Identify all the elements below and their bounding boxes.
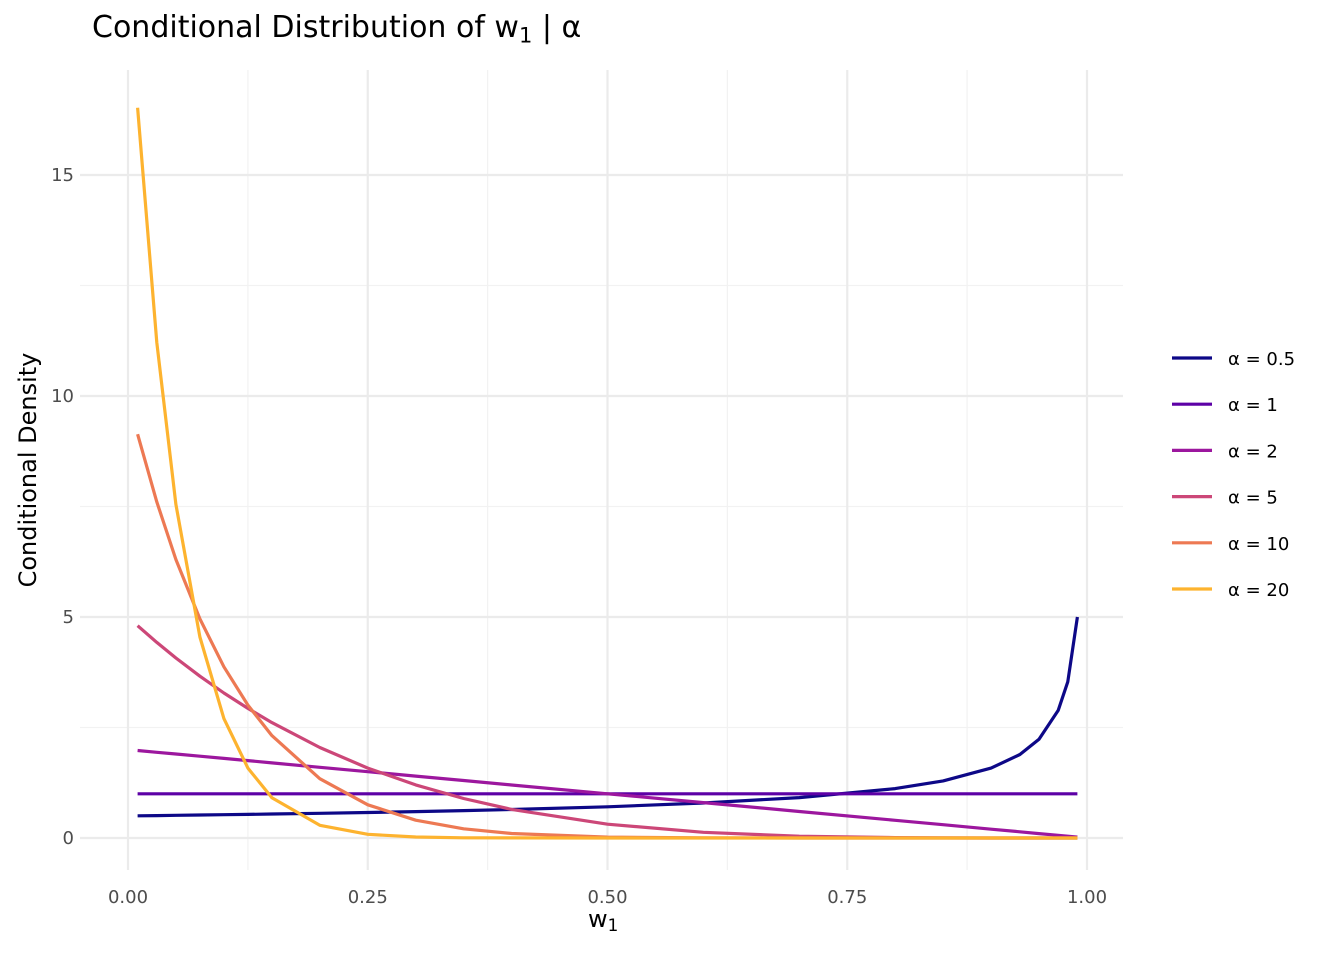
- legend-label: α = 10: [1228, 534, 1289, 555]
- x-tick-label: 0.50: [587, 887, 627, 908]
- x-tick-label: 0.75: [827, 887, 867, 908]
- legend-label: α = 0.5: [1228, 349, 1295, 370]
- series-line-5: [136, 107, 1078, 840]
- legend-label: α = 20: [1228, 580, 1289, 601]
- x-tick-label: 1.00: [1067, 887, 1107, 908]
- series-lines: [136, 107, 1079, 840]
- legend: α = 0.5 α = 1 α = 2 α = 5 α = 10 α = 20: [1172, 349, 1295, 601]
- y-tick-label: 15: [51, 165, 74, 186]
- series-line-2: [137, 748, 1078, 839]
- legend-label: α = 5: [1228, 488, 1278, 509]
- legend-label: α = 1: [1228, 395, 1278, 416]
- axis-ticks: 0.00 0.25 0.50 0.75 1.00 0 5 10 15: [51, 165, 1107, 908]
- x-axis-label: w1: [588, 905, 619, 936]
- y-tick-label: 10: [51, 386, 74, 407]
- legend-item: α = 5: [1172, 488, 1278, 509]
- y-tick-label: 0: [63, 828, 74, 849]
- legend-item: α = 10: [1172, 534, 1289, 555]
- gridlines: [80, 70, 1123, 870]
- legend-item: α = 1: [1172, 395, 1278, 416]
- legend-item: α = 2: [1172, 441, 1278, 462]
- legend-label: α = 2: [1228, 441, 1278, 462]
- legend-item: α = 0.5: [1172, 349, 1295, 370]
- legend-item: α = 20: [1172, 580, 1289, 601]
- y-tick-label: 5: [63, 607, 74, 628]
- x-tick-label: 0.25: [348, 887, 388, 908]
- x-tick-label: 0.00: [108, 887, 148, 908]
- chart-title: Conditional Distribution of w1 | α: [92, 10, 582, 48]
